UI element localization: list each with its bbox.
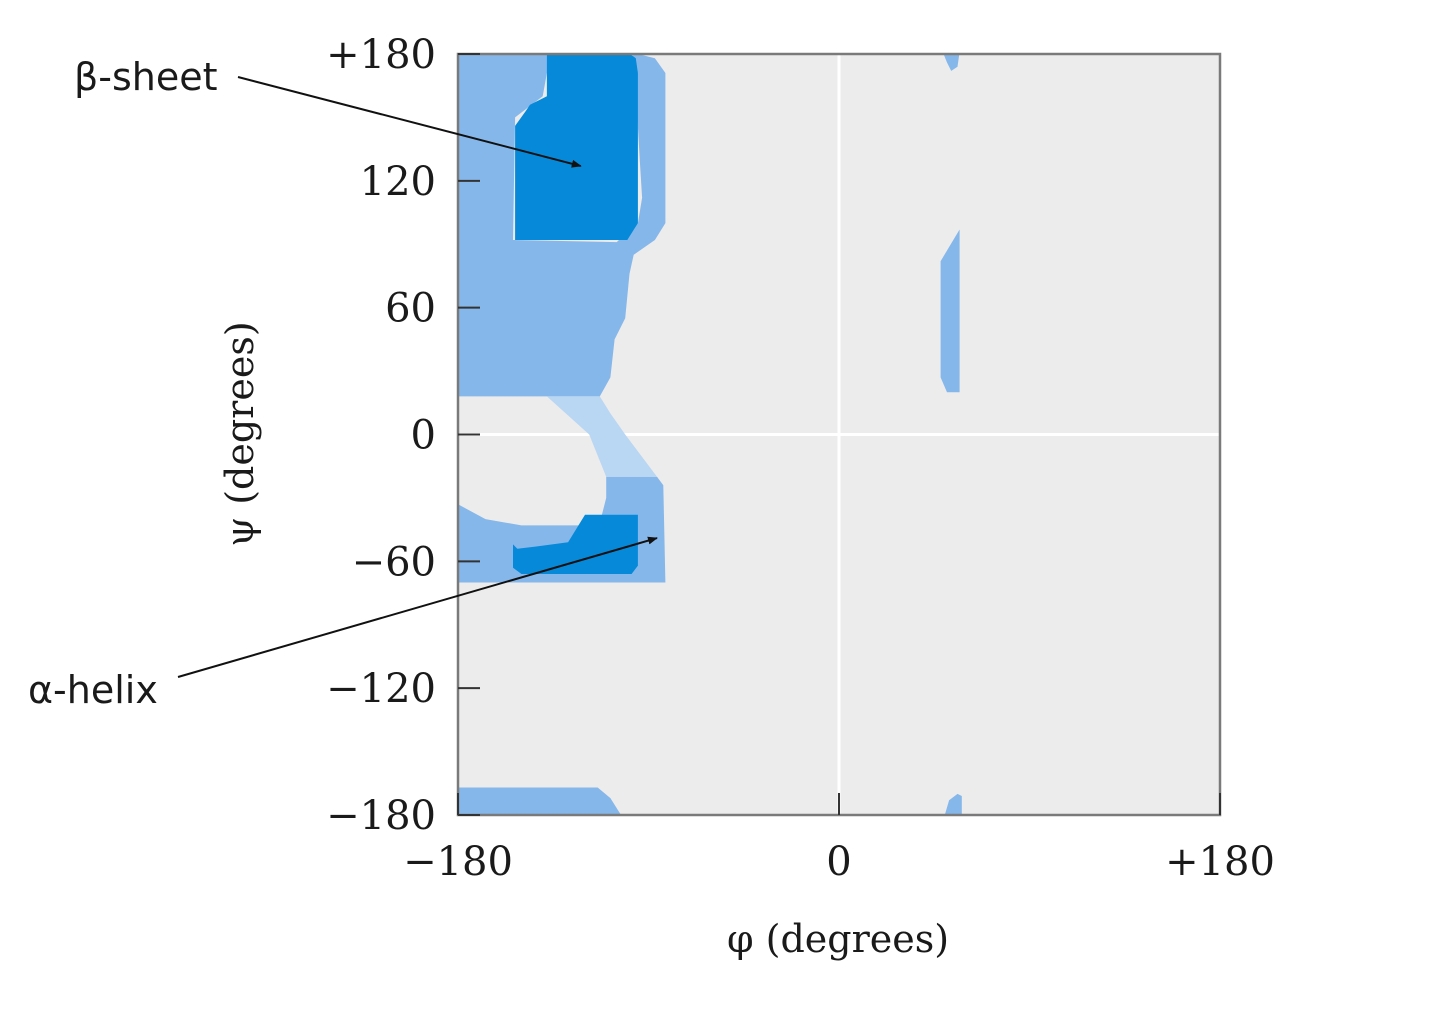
y-axis-label: ψ (degrees) (218, 321, 262, 546)
y-tick-label: 0 (411, 413, 436, 459)
y-tick-label: −120 (326, 666, 436, 712)
favored-region (515, 54, 638, 240)
allowed-region (458, 787, 621, 815)
annotations: β-sheet α-helix (28, 55, 658, 712)
allowed-region (458, 54, 666, 397)
x-tick-label: +180 (1165, 839, 1275, 885)
bridge-region (546, 396, 657, 477)
allowed-region (943, 54, 960, 71)
y-tick-label: −60 (352, 539, 436, 585)
y-tick-label: 120 (360, 159, 436, 205)
x-tick-label: −180 (403, 839, 513, 885)
favored-region (513, 514, 638, 574)
plot-area (458, 54, 1220, 815)
y-tick-label: −180 (326, 793, 436, 839)
allowed-region (944, 793, 962, 815)
y-tick-label: +180 (326, 32, 436, 78)
annotation-arrow (177, 536, 658, 678)
axis-ticks: +180 120 60 0 −60 −120 −180−180 0 +180 (326, 32, 1275, 885)
x-tick-label: 0 (826, 839, 851, 885)
annotation-label: α-helix (28, 668, 158, 712)
allowed-region (940, 229, 960, 393)
annotation-arrow (237, 76, 582, 168)
annotation-label: β-sheet (74, 55, 218, 99)
y-tick-label: 60 (385, 286, 436, 332)
x-axis-label: φ (degrees) (727, 917, 949, 961)
